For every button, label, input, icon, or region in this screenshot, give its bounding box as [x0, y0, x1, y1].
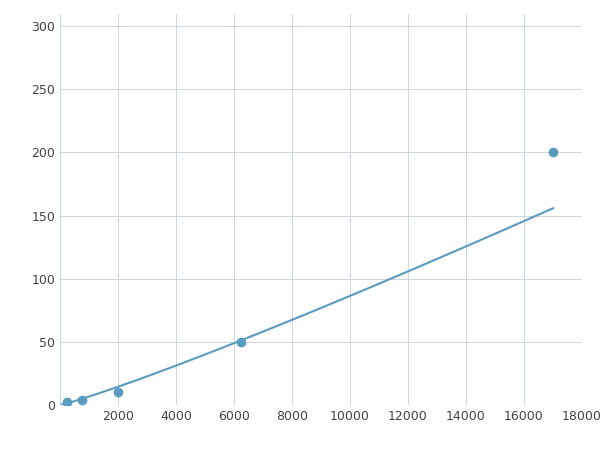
Point [62, 399, 72, 406]
Point [236, 338, 246, 346]
Point [77, 396, 86, 404]
Point [548, 149, 558, 156]
Point [113, 389, 123, 396]
